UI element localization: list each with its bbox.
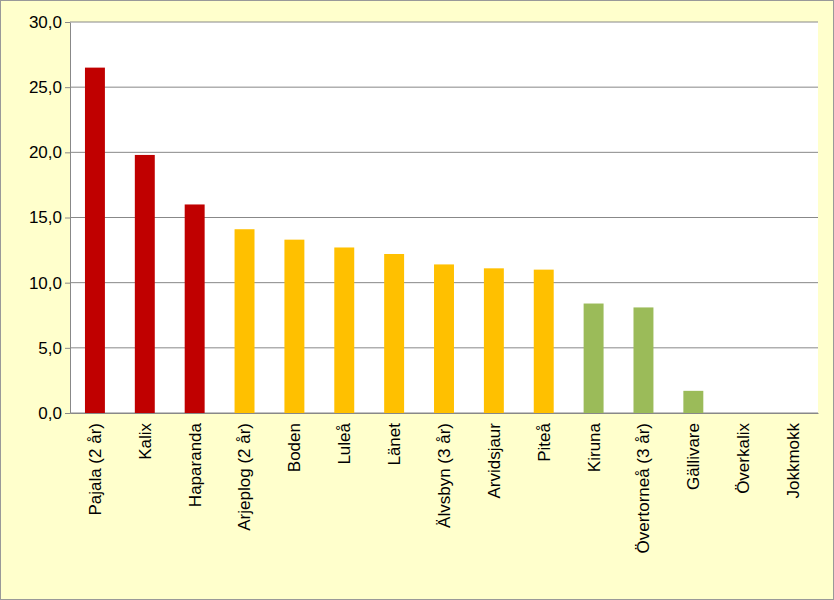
y-tick: 0,0 [38,404,70,423]
y-tick-label: 15,0 [29,208,62,227]
bar [584,304,604,413]
bars [85,68,703,413]
y-tick-mark [65,348,70,349]
grid-line [70,217,818,218]
x-tick: Jokkmokk [784,423,803,499]
x-tick-label: Haparanda [186,422,205,507]
y-axis-line [70,23,71,414]
y-axis: 0,0 5,0 10,0 15,0 20,0 25,0 30,0 [29,13,71,423]
x-tick: Arjeplog (2 år) [235,423,254,531]
x-tick-label: Boden [285,423,304,472]
y-tick-mark [65,218,70,219]
y-tick-label: 10,0 [29,274,62,293]
y-tick: 10,0 [29,274,70,293]
grid-line [70,87,818,88]
x-tick-label: Länet [385,423,404,466]
x-tick-label: Överkalix [734,423,753,494]
y-tick-label: 5,0 [38,339,62,358]
bar [434,264,454,413]
y-tick: 30,0 [29,13,70,32]
y-tick-mark [65,413,70,414]
bar [185,204,205,413]
x-tick: Boden [285,423,304,472]
x-tick-label: Övertorneå (3 år) [634,423,653,553]
bar [783,413,803,414]
bar [683,391,703,413]
x-tick: Kalix [136,423,155,460]
x-tick: Luleå [335,422,354,464]
plot: 0,0 5,0 10,0 15,0 20,0 25,0 30,0 Pajala (2 år) K… [29,13,819,553]
bar [484,268,504,413]
y-tick-mark [65,87,70,88]
x-axis-line [71,413,819,414]
x-tick: Kiruna [585,422,604,472]
plot-area [70,22,818,413]
bar [284,240,304,413]
bar [534,270,554,413]
x-tick-label: Arvidsjaur [485,423,504,499]
x-tick-label: Piteå [535,422,554,461]
x-tick: Arvidsjaur [485,423,504,499]
x-tick: Gällivare [684,423,703,490]
y-tick-mark [65,22,70,23]
grid-line [70,22,818,23]
x-tick-label: Jokkmokk [784,423,803,499]
bar [334,247,354,413]
x-tick-label: Kalix [136,423,155,460]
x-tick: Pajala (2 år) [86,423,105,516]
grid-line [70,152,818,153]
y-tick-mark [65,152,70,153]
grid [70,22,818,413]
bar [733,413,753,414]
x-tick-label: Älvsbyn (3 år) [435,423,454,528]
x-tick: Överkalix [734,423,753,494]
y-tick: 15,0 [29,208,70,227]
bar [135,155,155,413]
x-tick-label: Pajala (2 år) [86,423,105,516]
x-tick-label: Arjeplog (2 år) [235,423,254,531]
x-tick: Älvsbyn (3 år) [435,423,454,528]
x-tick: Haparanda [186,422,205,507]
background [1,1,834,600]
y-tick: 20,0 [29,143,70,162]
y-tick-label: 30,0 [29,13,62,32]
y-tick-label: 25,0 [29,78,62,97]
x-tick-label: Gällivare [684,423,703,490]
chart: 0,0 5,0 10,0 15,0 20,0 25,0 30,0 Pajala (2 år) K… [0,0,834,600]
bar [85,68,105,413]
y-tick: 5,0 [38,339,70,358]
x-tick-label: Luleå [335,422,354,464]
y-tick-mark [65,283,70,284]
x-tick: Länet [385,423,404,466]
y-tick-label: 0,0 [38,404,62,423]
y-tick-label: 20,0 [29,143,62,162]
x-tick: Övertorneå (3 år) [634,423,653,553]
x-tick-label: Kiruna [585,422,604,472]
x-axis: Pajala (2 år) Kalix Haparanda Arjeplog (2 å… [71,414,819,554]
bar [384,254,404,413]
x-tick: Piteå [535,422,554,461]
y-tick: 25,0 [29,78,70,97]
bar [235,229,255,413]
bar [633,307,653,413]
